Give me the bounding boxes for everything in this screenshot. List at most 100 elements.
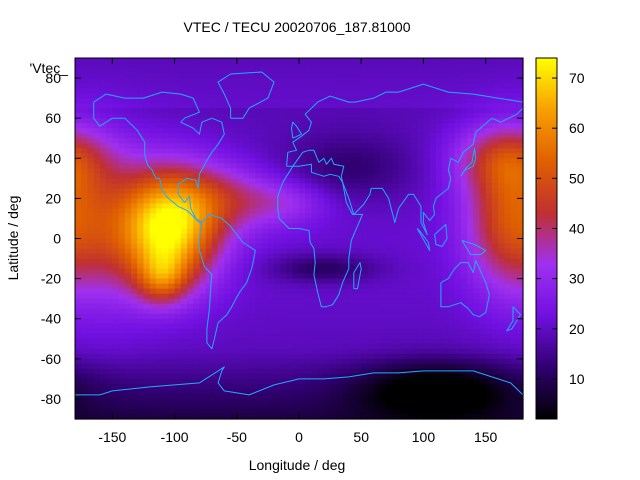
heatmap-cell — [93, 398, 101, 405]
heatmap-cell — [317, 408, 325, 415]
heatmap-cell — [143, 253, 151, 260]
heatmap-cell — [267, 333, 275, 340]
heatmap-cell — [498, 388, 505, 395]
heatmap-cell — [255, 138, 263, 144]
heatmap-cell — [411, 208, 418, 215]
heatmap-cell — [75, 148, 82, 154]
heatmap-cell — [118, 173, 126, 179]
heatmap-cell — [267, 403, 275, 410]
heatmap-cell — [106, 183, 113, 189]
heatmap-cell — [299, 183, 306, 189]
heatmap-cell — [180, 308, 188, 315]
heatmap-cell — [429, 408, 437, 415]
heatmap-cell — [485, 298, 493, 305]
heatmap-cell — [460, 153, 468, 159]
heatmap-cell — [429, 358, 437, 365]
heatmap-cell — [193, 218, 201, 225]
heatmap-cell — [143, 293, 151, 300]
heatmap-cell — [180, 178, 188, 184]
heatmap-cell — [112, 393, 120, 400]
heatmap-cell — [361, 303, 369, 310]
heatmap-cell — [118, 353, 126, 360]
heatmap-cell — [323, 383, 331, 390]
heatmap-cell — [286, 113, 294, 119]
heatmap-cell — [218, 108, 225, 114]
heatmap-cell — [479, 243, 487, 250]
heatmap-cell — [280, 153, 288, 159]
heatmap-cell — [155, 373, 163, 380]
heatmap-cell — [348, 288, 356, 295]
heatmap-cell — [243, 268, 250, 275]
heatmap-cell — [398, 208, 406, 215]
heatmap-cell — [211, 398, 219, 405]
heatmap-cell — [361, 343, 369, 350]
heatmap-cell — [442, 218, 449, 225]
heatmap-cell — [131, 333, 138, 340]
heatmap-cell — [205, 203, 213, 210]
heatmap-cell — [504, 88, 512, 94]
heatmap-cell — [373, 393, 381, 400]
heatmap-cell — [131, 208, 138, 215]
heatmap-cell — [323, 263, 331, 270]
heatmap-cell — [435, 68, 443, 74]
heatmap-cell — [429, 373, 437, 380]
heatmap-cell — [460, 143, 468, 149]
heatmap-cell — [454, 233, 462, 240]
heatmap-cell — [292, 73, 300, 79]
heatmap-cell — [473, 183, 481, 189]
heatmap-cell — [261, 203, 269, 210]
heatmap-cell — [243, 343, 250, 350]
heatmap-cell — [473, 223, 481, 230]
heatmap-cell — [379, 398, 387, 405]
heatmap-cell — [274, 73, 281, 79]
heatmap-cell — [187, 338, 194, 345]
heatmap-cell — [124, 293, 132, 300]
heatmap-cell — [255, 63, 263, 69]
heatmap-cell — [299, 223, 306, 230]
heatmap-cell — [491, 358, 499, 365]
heatmap-cell — [292, 228, 300, 235]
heatmap-cell — [392, 328, 400, 335]
heatmap-cell — [317, 378, 325, 385]
heatmap-cell — [137, 103, 145, 109]
heatmap-cell — [81, 178, 89, 184]
heatmap-cell — [211, 278, 219, 285]
heatmap-cell — [280, 118, 288, 124]
heatmap-cell — [162, 283, 169, 290]
heatmap-cell — [323, 133, 331, 139]
heatmap-cell — [180, 93, 188, 99]
heatmap-cell — [317, 188, 325, 194]
heatmap-cell — [429, 348, 437, 355]
heatmap-cell — [448, 173, 456, 179]
heatmap-cell — [131, 238, 138, 245]
heatmap-cell — [162, 298, 169, 305]
heatmap-cell — [261, 363, 269, 370]
heatmap-cell — [155, 83, 163, 89]
heatmap-cell — [87, 398, 95, 405]
heatmap-cell — [267, 238, 275, 245]
heatmap-cell — [211, 348, 219, 355]
heatmap-cell — [149, 378, 157, 385]
heatmap-cell — [411, 258, 418, 265]
heatmap-cell — [131, 358, 138, 365]
heatmap-cell — [199, 183, 207, 189]
heatmap-cell — [267, 233, 275, 240]
heatmap-cell — [355, 208, 362, 215]
heatmap-cell — [491, 218, 499, 225]
heatmap-cell — [280, 243, 288, 250]
heatmap-cell — [473, 188, 481, 194]
heatmap-cell — [361, 353, 369, 360]
heatmap-cell — [355, 63, 362, 69]
heatmap-cell — [261, 133, 269, 139]
heatmap-cell — [435, 263, 443, 270]
heatmap-cell — [467, 133, 474, 139]
heatmap-cell — [292, 153, 300, 159]
heatmap-cell — [398, 193, 406, 199]
heatmap-cell — [498, 258, 505, 265]
heatmap-cell — [193, 178, 201, 184]
heatmap-cell — [355, 228, 362, 235]
heatmap-cell — [467, 268, 474, 275]
heatmap-cell — [473, 393, 481, 400]
heatmap-cell — [305, 203, 313, 210]
heatmap-cell — [491, 183, 499, 189]
